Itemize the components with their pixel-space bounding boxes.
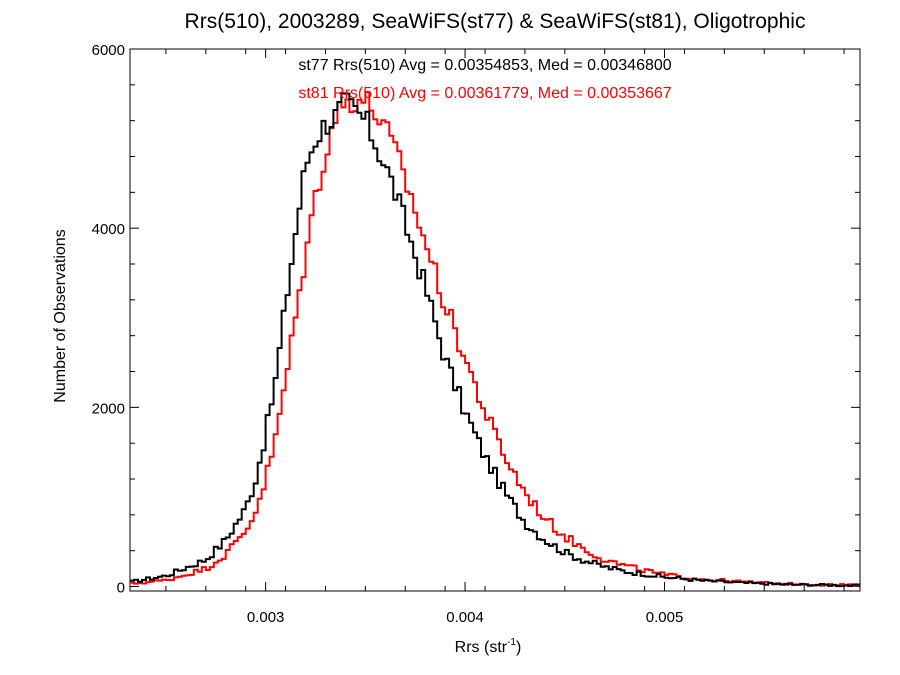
x-tick-label: 0.004: [446, 609, 484, 626]
chart-title: Rrs(510), 2003289, SeaWiFS(st77) & SeaWi…: [185, 10, 806, 33]
plot-frame: [129, 48, 861, 592]
series-line-st77: [130, 92, 860, 588]
x-axis-label-close: ): [516, 639, 521, 656]
x-tick-label: 0.003: [247, 609, 285, 626]
y-axis-label: Number of Observations: [52, 229, 69, 402]
y-tick-label: 6000: [92, 42, 125, 59]
x-axis-label-exponent: -1: [507, 637, 516, 648]
series-line-st81: [130, 91, 860, 587]
legend-entry-st81: st81 Rrs(510) Avg = 0.00361779, Med = 0.…: [298, 85, 671, 102]
legend-entry-st77: st77 Rrs(510) Avg = 0.00354853, Med = 0.…: [298, 57, 671, 74]
x-axis-label: Rrs (str-1): [455, 637, 522, 656]
series-curves: [130, 91, 860, 588]
y-tick-label: 4000: [92, 221, 125, 238]
y-tick-label: 2000: [92, 400, 125, 417]
y-tick-label: 0: [117, 580, 125, 597]
x-tick-label: 0.005: [646, 609, 684, 626]
x-axis-label-main: Rrs (str: [455, 639, 508, 656]
axis-ticks: 0.003 0.004 0.005 0 2000 4000 6000: [92, 42, 860, 626]
